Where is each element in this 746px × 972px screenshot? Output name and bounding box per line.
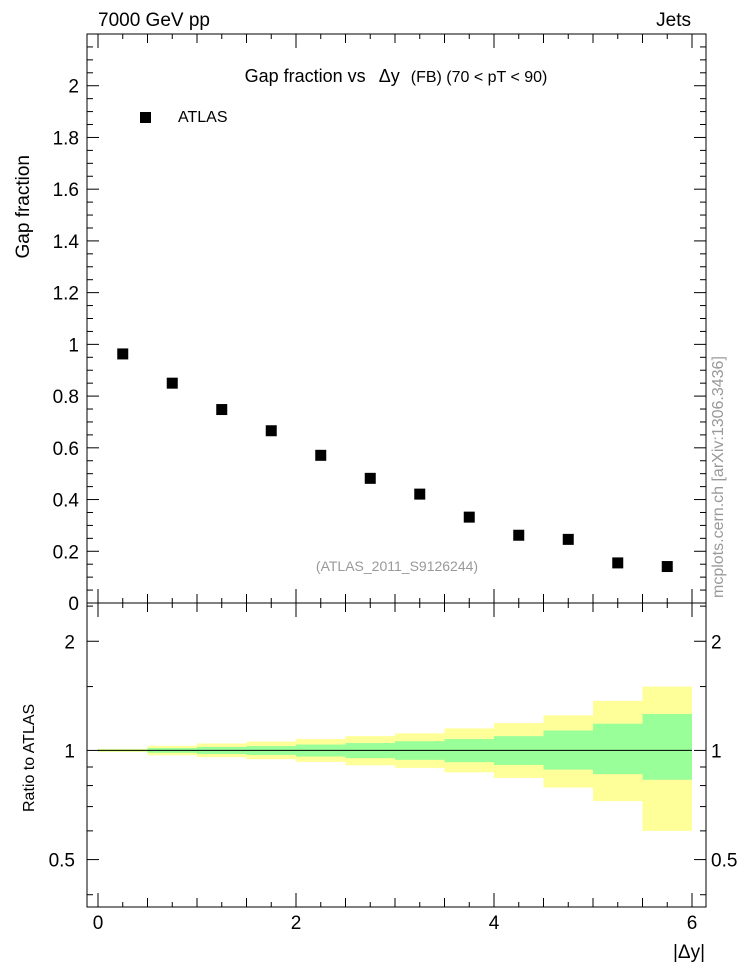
ratio-plot: 0.5 0.5 1 1 2 2 0 2 4 6 Ratio to ATLAS |Δy| — [21, 602, 738, 963]
ratio-tick-label-right: 1 — [711, 741, 722, 762]
data-point — [364, 472, 376, 484]
data-point — [216, 404, 228, 416]
y-tick-label: 1.8 — [53, 128, 79, 149]
legend: ATLAS — [140, 109, 228, 126]
y-tick-label: 1.6 — [53, 180, 79, 201]
plot-title-suffix: (FB) (70 < pT < 90) — [411, 69, 548, 86]
ratio-inner-band — [593, 723, 643, 775]
category-label: Jets — [656, 10, 691, 31]
legend-marker — [140, 112, 151, 123]
analysis-id: (ATLAS_2011_S9126244) — [316, 558, 478, 574]
ratio-y-tick-labels: 0.5 0.5 1 1 2 2 — [49, 632, 738, 871]
ratio-plot-frame — [86, 602, 707, 908]
y-tick-label: 1 — [68, 335, 79, 356]
y-tick-label: 0.2 — [53, 542, 79, 563]
x-tick-label: 6 — [687, 913, 698, 934]
y-tick-label: 0 — [68, 594, 79, 615]
side-label: mcplots.cern.ch [arXiv:1306.3436] — [710, 356, 727, 598]
x-tick-label: 0 — [93, 913, 104, 934]
data-point — [414, 488, 426, 500]
energy-label: 7000 GeV pp — [98, 10, 210, 31]
y-tick-label: 2 — [68, 77, 79, 98]
ratio-bands — [98, 686, 692, 831]
legend-label: ATLAS — [178, 109, 228, 126]
ratio-tick-label-right: 2 — [711, 632, 722, 653]
x-axis-title: |Δy| — [673, 942, 705, 963]
ratio-y-axis-title: Ratio to ATLAS — [21, 704, 38, 812]
main-y-tick-labels: 0 0.2 0.4 0.6 0.8 1 1.2 1.4 1.6 1.8 2 — [53, 77, 80, 615]
y-axis-title: Gap fraction — [13, 155, 34, 259]
data-point — [661, 561, 673, 573]
ratio-tick-label-left: 0.5 — [49, 851, 75, 872]
ratio-tick-label-left: 1 — [64, 741, 75, 762]
y-tick-label: 0.6 — [53, 439, 79, 460]
plot-title: Gap fraction vs Δy (FB) (70 < pT < 90) — [245, 66, 548, 86]
data-point — [513, 529, 525, 541]
plot-title-main: Gap fraction vs — [245, 66, 366, 86]
data-point — [117, 348, 129, 360]
y-tick-label: 1.4 — [53, 232, 80, 253]
data-point — [562, 533, 574, 545]
ratio-axis-ticks — [87, 603, 706, 907]
y-tick-label: 0.4 — [53, 491, 80, 512]
data-point — [265, 425, 277, 437]
main-axis-ticks — [87, 34, 706, 604]
main-plot: 0 0.2 0.4 0.6 0.8 1 1.2 1.4 1.6 1.8 2 Gap fraction… — [13, 33, 707, 615]
y-tick-label: 1.2 — [53, 284, 79, 305]
x-tick-label: 4 — [489, 913, 500, 934]
x-tick-label: 2 — [291, 913, 302, 934]
plot-title-symbol: Δy — [379, 66, 400, 86]
atlas-data-points — [117, 348, 673, 573]
data-point — [463, 511, 475, 523]
ratio-tick-label-left: 2 — [64, 632, 75, 653]
ratio-inner-band — [642, 714, 692, 780]
ratio-tick-label-right: 0.5 — [711, 851, 737, 872]
data-point — [612, 557, 624, 569]
data-point — [166, 377, 178, 389]
x-tick-labels: 0 2 4 6 — [93, 913, 698, 934]
y-tick-label: 0.8 — [53, 387, 79, 408]
data-point — [315, 449, 327, 461]
